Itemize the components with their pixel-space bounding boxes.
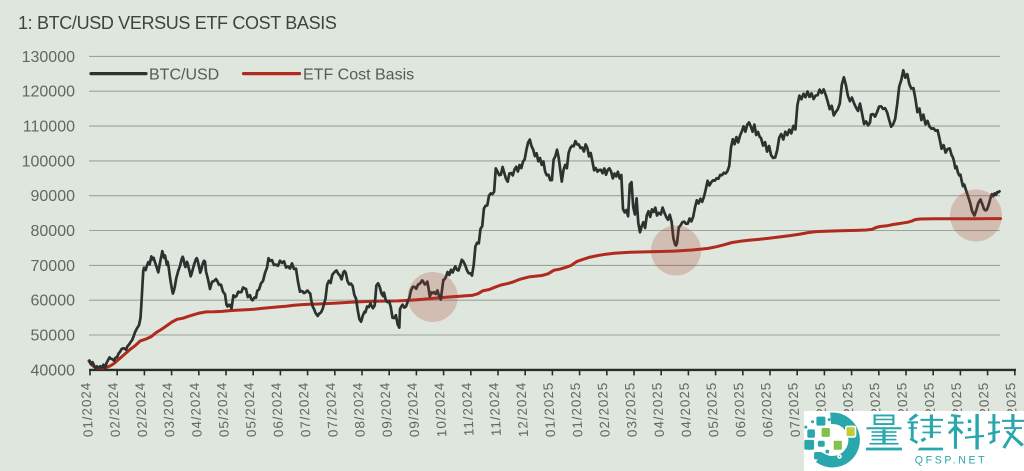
svg-text:130000: 130000 xyxy=(22,49,75,66)
svg-text:02/2024: 02/2024 xyxy=(105,381,123,437)
svg-text:ETF Cost Basis: ETF Cost Basis xyxy=(303,67,414,84)
svg-text:01/2024: 01/2024 xyxy=(78,381,96,437)
svg-text:12/2024: 12/2024 xyxy=(513,381,531,437)
svg-text:02/2024: 02/2024 xyxy=(132,381,150,437)
svg-text:11/2024: 11/2024 xyxy=(486,381,504,436)
svg-text:110000: 110000 xyxy=(23,119,75,136)
svg-text:50000: 50000 xyxy=(31,328,76,345)
svg-text:11/2024: 11/2024 xyxy=(459,381,477,436)
svg-text:QFSP.NET: QFSP.NET xyxy=(915,455,987,467)
svg-text:06/2025: 06/2025 xyxy=(758,381,776,437)
svg-text:08/2024: 08/2024 xyxy=(350,381,368,437)
svg-text:80000: 80000 xyxy=(31,223,76,240)
svg-text:06/2024: 06/2024 xyxy=(268,381,286,437)
svg-text:1: BTC/USD VERSUS ETF COST BAS: 1: BTC/USD VERSUS ETF COST BASIS xyxy=(18,13,337,33)
svg-text:100000: 100000 xyxy=(22,153,75,170)
svg-text:05/2024: 05/2024 xyxy=(241,381,259,437)
svg-text:07/2025: 07/2025 xyxy=(785,381,803,437)
svg-text:05/2024: 05/2024 xyxy=(214,381,232,437)
svg-text:04/2025: 04/2025 xyxy=(649,381,667,437)
svg-text:BTC/USD: BTC/USD xyxy=(149,67,219,84)
svg-text:40000: 40000 xyxy=(31,362,76,379)
svg-text:70000: 70000 xyxy=(31,258,76,275)
svg-text:06/2025: 06/2025 xyxy=(731,381,749,437)
svg-text:01/2025: 01/2025 xyxy=(568,381,586,437)
svg-text:03/2025: 03/2025 xyxy=(622,381,640,437)
svg-text:01/2025: 01/2025 xyxy=(540,381,558,437)
svg-text:04/2024: 04/2024 xyxy=(187,381,205,437)
svg-text:07/2024: 07/2024 xyxy=(296,381,314,437)
svg-text:02/2025: 02/2025 xyxy=(595,381,613,437)
svg-text:04/2025: 04/2025 xyxy=(676,381,694,437)
svg-text:05/2025: 05/2025 xyxy=(704,381,722,437)
svg-text:07/2024: 07/2024 xyxy=(323,381,341,437)
svg-text:10/2024: 10/2024 xyxy=(432,381,450,437)
svg-text:03/2024: 03/2024 xyxy=(160,381,178,437)
svg-text:90000: 90000 xyxy=(31,188,76,205)
svg-text:09/2024: 09/2024 xyxy=(377,381,395,437)
svg-text:60000: 60000 xyxy=(31,293,76,310)
svg-text:09/2024: 09/2024 xyxy=(404,381,422,437)
svg-text:120000: 120000 xyxy=(22,84,75,101)
